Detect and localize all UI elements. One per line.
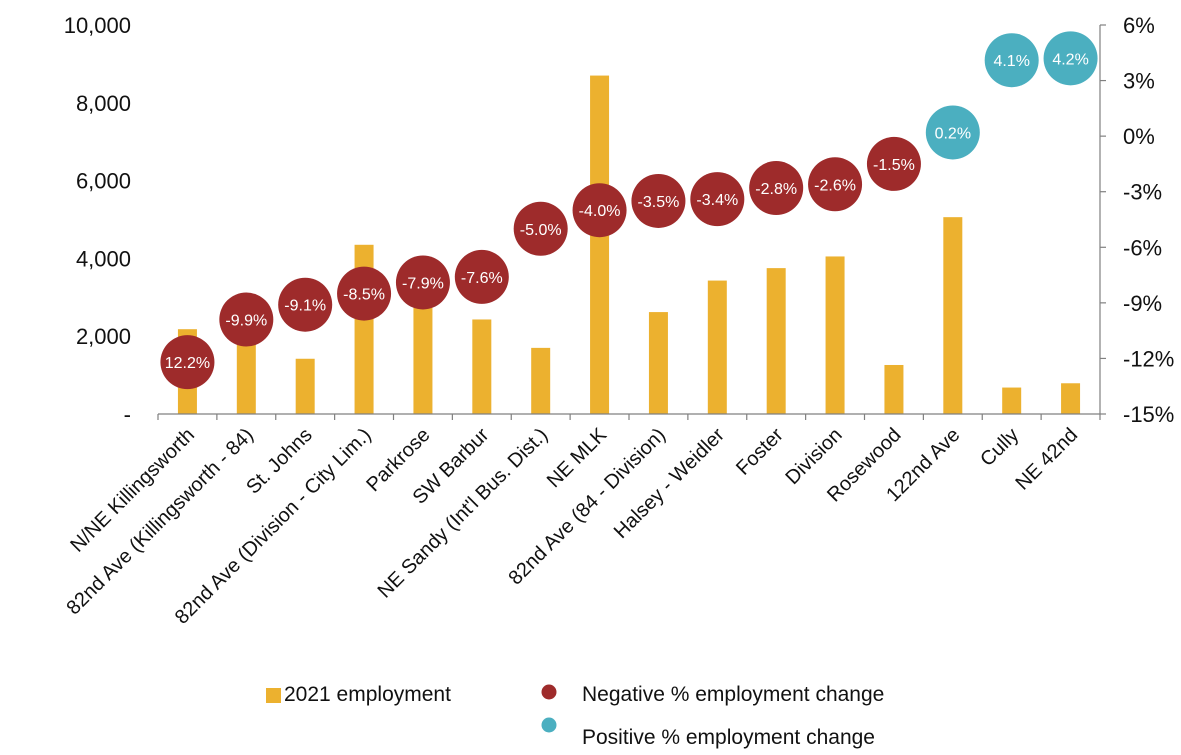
bar [236, 335, 256, 414]
negative-change-point [749, 161, 804, 216]
point-data-label: -4.0% [579, 203, 621, 220]
left-tick-label: 4,000 [76, 246, 131, 271]
point-data-label: -2.8% [755, 181, 797, 198]
negative-change-point [278, 277, 333, 332]
point-data-label: -9.1% [284, 298, 326, 315]
bars-layer [177, 75, 1081, 414]
right-tick-label: -12% [1123, 346, 1174, 371]
legend-label-employment: 2021 employment [284, 683, 451, 706]
negative-change-point [337, 266, 392, 321]
negative-change-point [160, 335, 215, 390]
positive-change-point [984, 33, 1039, 88]
legend-label-positive: Positive % employment change [582, 726, 875, 749]
point-data-label: -9.9% [225, 313, 267, 330]
bar [1061, 383, 1081, 414]
point-data-label: -2.6% [814, 177, 856, 194]
point-data-label: -5.0% [520, 222, 562, 239]
bar [295, 358, 315, 414]
right-tick-label: -6% [1123, 235, 1162, 260]
point-data-label: 0.2% [935, 125, 971, 142]
left-tick-label: 6,000 [76, 169, 131, 194]
bar [1002, 387, 1022, 414]
category-label: Cully [976, 424, 1023, 471]
point-data-label: -1.5% [873, 157, 915, 174]
right-tick-label: -3% [1123, 180, 1162, 205]
bar [413, 288, 433, 414]
point-data-label: -8.5% [343, 287, 385, 304]
bar [531, 347, 551, 414]
left-tick-label: - [124, 402, 131, 427]
right-tick-label: 0% [1123, 124, 1155, 149]
point-data-label: -7.6% [461, 270, 503, 287]
negative-change-point [395, 255, 450, 310]
axes-layer [157, 24, 1106, 420]
negative-change-point [866, 136, 921, 191]
category-label: NE 42nd [1011, 424, 1082, 495]
point-data-label: -3.4% [696, 192, 738, 209]
point-data-label: -3.5% [638, 194, 680, 211]
legend-swatch-negative [541, 684, 557, 700]
bar [943, 217, 963, 414]
legend: 2021 employment Negative % employment ch… [266, 683, 884, 749]
left-tick-label: 2,000 [76, 324, 131, 349]
negative-change-point [219, 292, 274, 347]
negative-change-point [513, 201, 568, 256]
point-data-label: 4.2% [1052, 51, 1088, 68]
negative-change-point [572, 183, 627, 238]
right-tick-label: -9% [1123, 291, 1162, 316]
negative-change-point [808, 157, 863, 212]
right-tick-label: -15% [1123, 402, 1174, 427]
right-tick-label: 3% [1123, 69, 1155, 94]
negative-change-point [690, 172, 745, 227]
category-label: Foster [732, 424, 788, 480]
right-tick-label: 6% [1123, 13, 1155, 38]
bar [884, 364, 904, 414]
bar [707, 280, 727, 414]
positive-change-point [1043, 31, 1098, 86]
bar [766, 268, 786, 414]
positive-change-point [925, 105, 980, 160]
category-label: Halsey - Weidler [610, 424, 729, 543]
bar [648, 312, 668, 414]
bar [825, 256, 845, 414]
legend-swatch-positive [541, 717, 557, 733]
bubbles-layer: 12.2% -9.9% -9.1% -8.5% -7.9% -7.6% -5.0% -4.0%… [160, 31, 1098, 390]
point-data-label: 12.2% [165, 355, 210, 372]
negative-change-point [631, 173, 686, 228]
point-data-label: -7.9% [402, 275, 444, 292]
negative-change-point [454, 249, 509, 304]
left-tick-label: 8,000 [76, 91, 131, 116]
bar [590, 75, 610, 414]
bar [472, 319, 492, 414]
point-data-label: 4.1% [993, 53, 1029, 70]
legend-label-negative: Negative % employment change [582, 683, 884, 706]
left-tick-label: 10,000 [64, 13, 131, 38]
legend-swatch-employment [266, 688, 281, 703]
